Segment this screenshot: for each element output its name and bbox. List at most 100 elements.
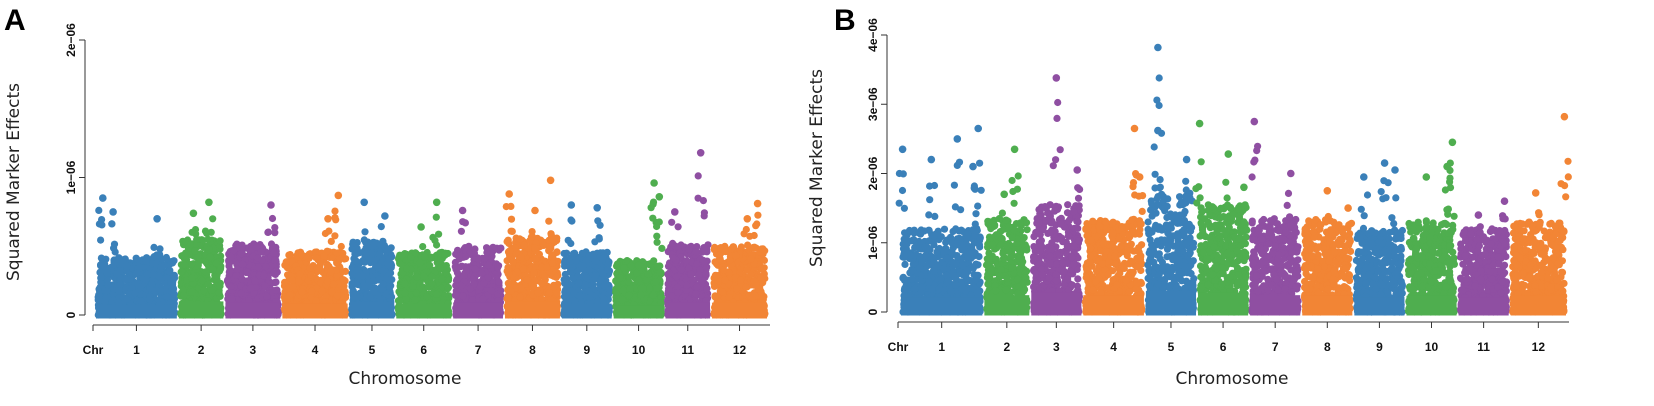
marker-point: [563, 249, 571, 257]
peak-point: [334, 191, 343, 200]
marker-point: [282, 258, 290, 266]
marker-point: [251, 277, 259, 285]
marker-point: [387, 293, 396, 301]
chromosome-tick-label: 2: [198, 343, 205, 357]
marker-point: [411, 249, 419, 257]
marker-point: [262, 263, 270, 271]
marker-point: [508, 227, 516, 235]
marker-point: [421, 253, 429, 261]
marker-point: [157, 263, 166, 271]
marker-point: [177, 268, 185, 276]
marker-point: [237, 289, 245, 298]
peak-point: [432, 198, 441, 207]
marker-point: [186, 240, 194, 249]
marker-point: [432, 290, 441, 298]
marker-point: [331, 214, 339, 222]
marker-point: [426, 261, 434, 269]
marker-point: [201, 257, 209, 265]
marker-point: [155, 273, 163, 281]
marker-point: [495, 278, 503, 286]
marker-point: [455, 252, 463, 260]
peak-point: [531, 206, 539, 215]
marker-point: [306, 264, 314, 272]
marker-point: [327, 237, 335, 245]
marker-point: [215, 267, 224, 275]
marker-point: [179, 286, 187, 294]
marker-point: [102, 294, 110, 302]
chromosome-tick-label: 9: [583, 343, 590, 357]
marker-point: [227, 253, 235, 261]
marker-point: [574, 272, 582, 281]
panel-a-x-axis-label: Chromosome: [349, 369, 462, 389]
marker-point: [268, 214, 277, 223]
marker-point: [115, 287, 123, 295]
marker-point: [412, 289, 420, 297]
marker-point: [497, 287, 505, 295]
marker-point: [271, 256, 279, 264]
marker-point: [548, 259, 557, 267]
marker-point: [531, 244, 539, 252]
marker-point: [402, 295, 410, 303]
marker-point: [494, 262, 502, 271]
chromosome-tick-label: 4: [312, 343, 319, 357]
marker-band: [96, 304, 177, 319]
marker-point: [331, 207, 339, 215]
peak-point: [360, 198, 369, 207]
marker-point: [285, 251, 293, 259]
marker-point: [452, 281, 460, 290]
marker-point: [365, 255, 374, 263]
marker-point: [564, 236, 572, 244]
marker-point: [243, 268, 252, 276]
marker-point: [288, 276, 297, 284]
marker-point: [261, 282, 269, 290]
marker-point: [202, 268, 210, 276]
marker-point: [457, 263, 465, 271]
peak-point: [324, 215, 332, 223]
marker-point: [591, 257, 600, 265]
chromosome-tick-label: 6: [420, 343, 427, 357]
marker-point: [281, 278, 289, 286]
marker-point: [239, 260, 247, 268]
marker-point: [97, 236, 105, 244]
marker-point: [545, 289, 554, 297]
marker-point: [358, 258, 366, 266]
marker-point: [401, 289, 409, 297]
marker-point: [538, 279, 546, 287]
marker-point: [507, 215, 516, 223]
marker-point: [545, 217, 553, 225]
marker-point: [601, 282, 609, 290]
marker-point: [385, 255, 393, 263]
marker-point: [459, 292, 467, 300]
marker-point: [487, 286, 495, 295]
marker-point: [478, 269, 486, 277]
peak-point: [417, 223, 425, 231]
marker-point: [320, 252, 328, 260]
marker-point: [216, 282, 224, 290]
marker-point: [579, 262, 587, 270]
marker-point: [123, 295, 131, 303]
marker-point: [272, 278, 280, 286]
marker-point: [444, 283, 452, 292]
marker-point: [314, 264, 322, 273]
marker-point: [312, 297, 320, 305]
marker-point: [260, 272, 268, 280]
peak-point: [99, 194, 107, 202]
marker-point: [188, 288, 196, 296]
marker-point: [503, 238, 511, 246]
marker-point: [419, 243, 427, 251]
marker-point: [401, 280, 409, 288]
marker-point: [97, 273, 105, 281]
marker-point: [226, 266, 234, 274]
marker-point: [365, 278, 373, 286]
marker-point: [204, 280, 212, 288]
marker-band: [225, 302, 281, 319]
chromosome-tick-label: 3: [250, 343, 257, 357]
marker-point: [605, 290, 613, 298]
marker-point: [150, 243, 158, 251]
marker-point: [403, 264, 411, 273]
marker-point: [582, 281, 590, 289]
marker-point: [103, 269, 111, 277]
marker-point: [398, 251, 406, 259]
marker-point: [427, 254, 435, 262]
marker-point: [308, 287, 316, 295]
